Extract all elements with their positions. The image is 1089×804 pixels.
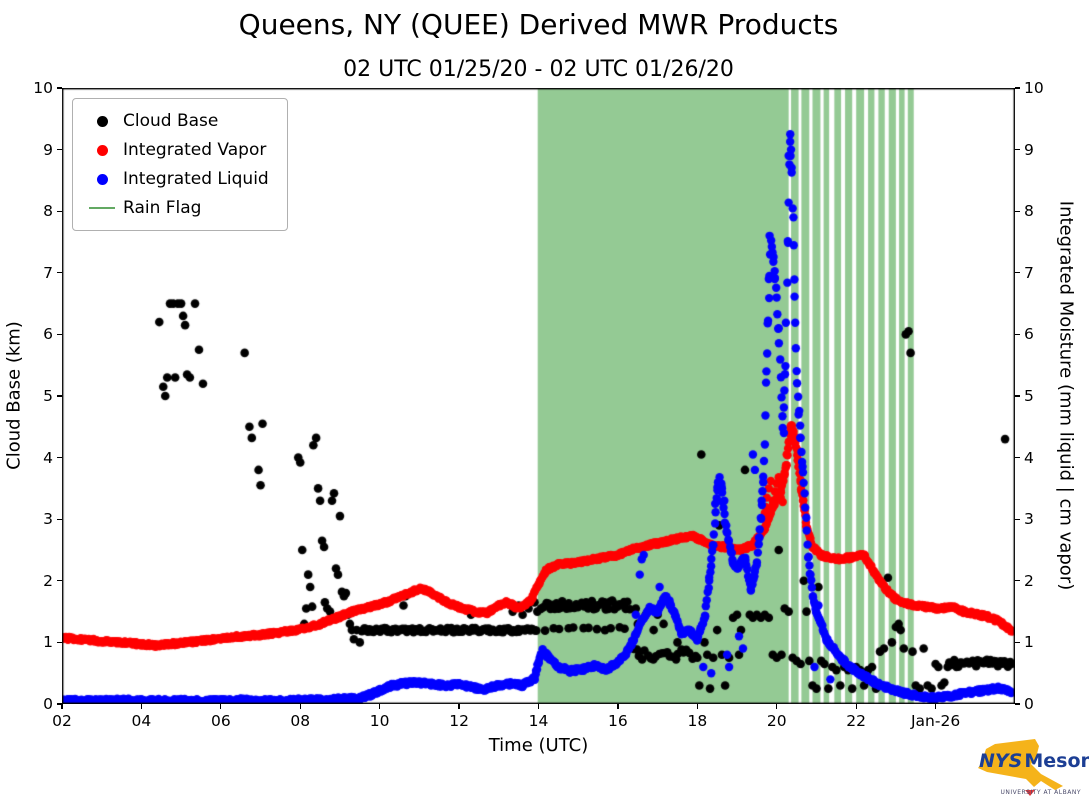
x-tick-mark	[458, 704, 460, 709]
legend: Cloud Base Integrated Vapor Integrated Liq…	[72, 98, 288, 231]
logo-text-mesonet: Mesonet	[1024, 750, 1089, 772]
y-tick-mark-left	[57, 457, 62, 459]
legend-dot-icon	[81, 115, 123, 127]
y-tick-mark-left	[57, 149, 62, 151]
x-tick-mark	[537, 704, 540, 709]
dot-marker-icon	[96, 144, 108, 156]
legend-dot-icon	[81, 144, 123, 156]
y-tick-mark-left	[57, 333, 62, 335]
x-tick-label: 20	[766, 712, 787, 730]
chart-title: Queens, NY (QUEE) Derived MWR Products	[238, 8, 839, 41]
y-tick-label-right: 5	[1024, 387, 1034, 405]
x-tick-label: 16	[608, 712, 628, 730]
legend-label: Integrated Vapor	[123, 140, 267, 160]
x-tick-label: 14	[528, 712, 549, 730]
y-tick-mark-left	[57, 580, 62, 582]
x-tick-label: 08	[290, 712, 311, 730]
y-tick-label-left: 8	[43, 202, 53, 221]
y-tick-label-right: 0	[1024, 695, 1034, 713]
y-tick-label-right: 10	[1024, 79, 1044, 97]
legend-label: Integrated Liquid	[123, 169, 269, 189]
x-tick-mark	[140, 704, 142, 709]
x-tick-mark	[776, 704, 778, 709]
x-tick-label: Jan-26	[910, 712, 961, 730]
x-tick-label: 02	[52, 712, 72, 730]
logo-text: NYSMesonet	[979, 750, 1089, 772]
chart-subtitle: 02 UTC 01/25/20 - 02 UTC 01/26/20	[343, 57, 734, 82]
y-tick-mark-right	[1015, 149, 1020, 151]
y-tick-mark-right	[1015, 580, 1020, 582]
y-tick-mark-left	[57, 210, 62, 212]
y-tick-label-right: 8	[1024, 202, 1034, 221]
y-tick-mark-right	[1015, 87, 1020, 89]
x-tick-mark	[379, 704, 381, 709]
x-axis-label: Time (UTC)	[488, 735, 589, 756]
y-tick-mark-right	[1015, 703, 1020, 705]
y-tick-mark-left	[57, 518, 62, 520]
logo-red-accent	[1025, 790, 1035, 796]
dot-marker-icon	[96, 173, 108, 185]
x-tick-mark	[220, 704, 222, 709]
y-tick-mark-left	[57, 641, 62, 643]
y-tick-label-right: 7	[1024, 263, 1034, 282]
plot-area: Cloud Base Integrated Vapor Integrated Liq…	[62, 88, 1015, 704]
y-tick-label-left: 2	[43, 571, 53, 590]
ny-state-shape	[978, 739, 1063, 790]
y-tick-mark-right	[1015, 641, 1020, 643]
y-tick-label-left: 6	[43, 325, 53, 344]
legend-dot-icon	[81, 173, 123, 185]
y-tick-label-right: 2	[1024, 571, 1034, 590]
legend-item-integrated-vapor: Integrated Vapor	[81, 139, 269, 161]
y-tick-label-right: 6	[1024, 325, 1034, 344]
y-tick-label-right: 1	[1024, 633, 1034, 652]
legend-line-icon	[81, 206, 123, 210]
x-tick-mark	[934, 704, 937, 709]
y-tick-mark-right	[1015, 210, 1020, 212]
y-tick-label-left: 7	[43, 263, 53, 282]
y-tick-label-right: 9	[1024, 140, 1034, 159]
legend-label: Cloud Base	[123, 111, 219, 131]
x-tick-mark	[696, 704, 698, 709]
y-tick-label-left: 4	[43, 448, 53, 467]
x-tick-mark	[617, 704, 619, 709]
x-tick-label: 18	[687, 712, 708, 730]
y-tick-mark-left	[57, 272, 62, 274]
x-tick-label: 22	[846, 712, 867, 730]
x-tick-mark	[61, 704, 63, 709]
y-tick-label-left: 0	[43, 695, 53, 713]
y-tick-label-left: 9	[43, 140, 53, 159]
legend-label: Rain Flag	[123, 198, 202, 218]
legend-item-integrated-liquid: Integrated Liquid	[81, 168, 269, 190]
y-tick-mark-left	[57, 703, 62, 705]
y-tick-mark-left	[57, 87, 62, 89]
y-tick-mark-right	[1015, 395, 1020, 397]
y-tick-label-left: 10	[33, 79, 53, 97]
y-tick-mark-right	[1015, 333, 1020, 335]
y-tick-label-left: 1	[43, 633, 53, 652]
x-tick-label: 06	[210, 712, 231, 730]
ny-state-icon	[978, 739, 1063, 796]
legend-item-cloud-base: Cloud Base	[81, 110, 269, 132]
y-tick-label-right: 3	[1024, 510, 1034, 529]
x-tick-mark	[855, 704, 857, 709]
line-marker-icon	[89, 206, 115, 210]
logo-caption: UNIVERSITY AT ALBANY	[1000, 789, 1081, 796]
x-tick-label: 10	[369, 712, 390, 730]
legend-item-rain-flag: Rain Flag	[81, 197, 269, 219]
y-axis-label-right: Integrated Moisture (mm liquid | cm vapo…	[1055, 200, 1077, 591]
y-tick-label-left: 3	[43, 510, 53, 529]
logo-text-nys: NYS	[979, 750, 1023, 772]
x-tick-label: 12	[449, 712, 469, 730]
y-tick-label-left: 5	[43, 387, 53, 405]
x-tick-label: 04	[131, 712, 152, 730]
nys-mesonet-logo: NYSMesonet UNIVERSITY AT ALBANY	[973, 724, 1089, 802]
y-tick-mark-right	[1015, 272, 1020, 274]
y-tick-mark-left	[57, 395, 62, 397]
y-tick-mark-right	[1015, 457, 1020, 459]
dot-marker-icon	[96, 115, 108, 127]
x-tick-mark	[299, 704, 301, 709]
y-tick-mark-right	[1015, 518, 1020, 520]
y-tick-label-right: 4	[1024, 448, 1034, 467]
